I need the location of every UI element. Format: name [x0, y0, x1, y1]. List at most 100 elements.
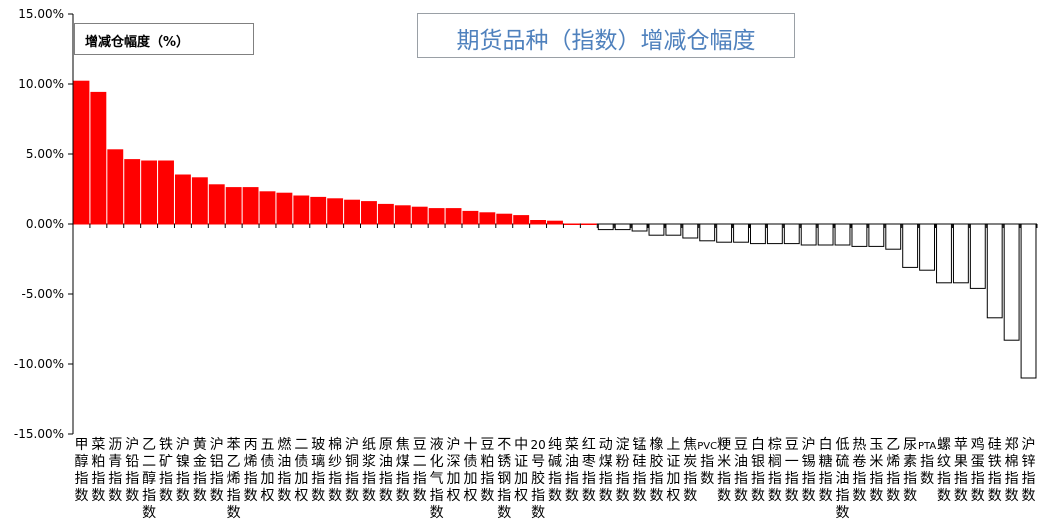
x-tick-label: 棉纱指数 [328, 436, 342, 504]
x-tick-label: 白银指数 [751, 437, 765, 504]
x-tick-label: 液化气指数 [430, 437, 444, 521]
x-tick-label: 玻璃指数 [311, 437, 325, 504]
bar [124, 159, 141, 225]
x-tick-label: 沪铝指数 [210, 437, 224, 504]
x-tick-label: 燃油指数 [277, 436, 291, 504]
bar [242, 187, 259, 225]
x-tick-label: 鸡蛋指数 [971, 436, 985, 504]
bar [969, 223, 986, 289]
bar [648, 223, 665, 236]
bar [73, 80, 90, 225]
bar [445, 208, 462, 225]
bar [952, 223, 969, 284]
x-tick-label: 不锈钢指数 [497, 437, 511, 521]
x-tick-label: 纸浆指数 [362, 437, 376, 504]
bar [411, 206, 428, 225]
x-tick-label: 20 号胶指数 [530, 438, 545, 521]
x-tick-label: 沪锡指数 [802, 437, 816, 504]
bar [665, 223, 682, 236]
bar [90, 91, 107, 225]
bar [547, 220, 563, 225]
x-tick-label: 中证加权 [514, 437, 528, 504]
y-tick-label: -5.00% [22, 287, 64, 301]
x-tick-label: 棕榈指数 [768, 437, 782, 504]
bars [73, 80, 1037, 379]
x-tick-label: 玉米指数 [869, 437, 883, 504]
x-tick-label: 沪铜指数 [345, 437, 359, 504]
x-tick-label: 红枣指数 [582, 437, 596, 504]
x-tick-label: 淀粉指数 [616, 437, 630, 504]
x-tick-label: PVC 指数 [697, 441, 717, 487]
x-tick-label: 白糖指数 [819, 437, 833, 504]
x-tick-label: 黄金指数 [193, 436, 207, 504]
bar [276, 192, 293, 225]
bar [428, 208, 445, 225]
x-tick-label: 菜油指数 [565, 437, 579, 504]
bar [766, 223, 783, 245]
x-tick-label: 沥青指数 [108, 437, 122, 504]
bar [344, 199, 360, 225]
y-tick-label: -10.00% [14, 357, 64, 371]
bar [394, 205, 411, 225]
bar [191, 177, 208, 225]
bar [1003, 223, 1020, 341]
x-tick-label: 豆油指数 [734, 437, 748, 504]
x-tick-label: 铁矿指数 [159, 437, 173, 504]
bar [716, 223, 733, 243]
bar [259, 191, 276, 225]
bar [530, 220, 547, 225]
x-tick-label: 上证加权 [666, 437, 680, 504]
x-tick-label: 螺纹指数 [937, 437, 951, 504]
bar [614, 223, 631, 231]
x-tick-label: 豆二指数 [413, 437, 427, 504]
y-tick-label: 0.00% [26, 217, 64, 231]
bar [936, 223, 952, 284]
x-tick-label: 锰硅指数 [633, 437, 647, 504]
bar [597, 223, 614, 231]
bar [885, 223, 902, 250]
bar [800, 223, 817, 246]
y-tick-label: 15.00% [18, 7, 64, 21]
x-tick-label: 乙烯指数 [886, 437, 900, 504]
x-tick-label: 沪镍指数 [176, 437, 190, 504]
bar [919, 223, 936, 271]
x-tick-label: 纯碱指数 [548, 437, 562, 504]
y-tick-label: 10.00% [18, 77, 64, 91]
x-tick-label: 丙烯指数 [244, 437, 258, 504]
bar [462, 210, 479, 225]
x-tick-label: 五债加权 [260, 437, 274, 504]
bar [834, 223, 851, 246]
x-tick-label: 二债加权 [294, 437, 308, 504]
x-tick-label: 沪深加权 [447, 437, 461, 504]
x-tick-label: 低硫油指数 [836, 437, 850, 521]
x-tick-label: 热卷指数 [852, 437, 866, 504]
x-tick-label: 豆粕指数 [480, 437, 494, 504]
bar [733, 223, 749, 243]
bar [225, 187, 242, 225]
x-tick-label: 原油指数 [379, 437, 393, 504]
x-tick-label: 豆一指数 [785, 437, 799, 504]
bar [986, 223, 1003, 319]
x-tick-label: 甲醇指数 [74, 437, 88, 504]
x-tick-label: 硅铁指数 [988, 437, 1002, 504]
bar [496, 213, 513, 225]
x-tick-label: 粳米指数 [717, 437, 731, 504]
x-tick-label: 动煤指数 [599, 437, 613, 504]
legend: 增减仓幅度（%） [74, 23, 254, 55]
bar [513, 215, 530, 225]
x-tick-label: 菜粕指数 [91, 437, 105, 504]
x-tick-label: 尿素指数 [903, 437, 917, 504]
x-tick-label: 沪锌指数 [1022, 437, 1036, 504]
x-tick-label: 乙二醇指数 [142, 437, 156, 521]
x-axis-labels: 甲醇指数菜粕指数沥青指数沪铅指数乙二醇指数铁矿指数沪镍指数黄金指数沪铝指数苯乙烯… [74, 436, 1035, 521]
bar [902, 223, 919, 268]
bar [141, 160, 158, 225]
bar [107, 149, 124, 225]
x-tick-label: 苹果指数 [954, 437, 968, 504]
legend-label: 增减仓幅度（%） [85, 35, 190, 50]
bar [580, 223, 597, 225]
chart-title-box: 期货品种（指数）增减仓幅度 [417, 13, 795, 58]
bar [174, 174, 191, 225]
bar [1020, 223, 1037, 379]
